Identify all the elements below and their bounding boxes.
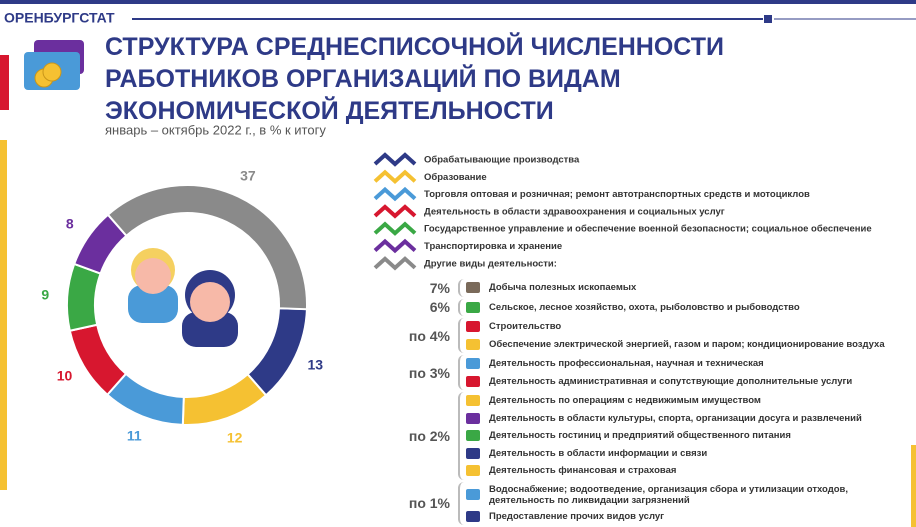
legend-label: Другие виды деятельности: (424, 258, 557, 269)
data-label: 8 (66, 215, 74, 231)
item-icon (466, 489, 480, 500)
group-items: Деятельность по операциям с недвижимым и… (458, 392, 862, 480)
data-label: 11 (127, 428, 142, 444)
breakdown-item: Сельское, лесное хозяйство, охота, рыбол… (466, 299, 800, 317)
breakdown-group: 7% Добыча полезных ископаемых (395, 279, 910, 297)
legend-swatch (373, 152, 417, 167)
breakdown-item: Водоснабжение; водоотведение, организаци… (466, 482, 871, 508)
breakdown-group: 6% Сельское, лесное хозяйство, охота, рыб… (395, 298, 910, 317)
item-label: Деятельность в области культуры, спорта,… (489, 412, 862, 424)
legend-swatch (373, 204, 417, 219)
side-bar (911, 445, 916, 527)
legend-label: Образование (424, 172, 487, 183)
folder-icon (24, 40, 84, 90)
item-icon (466, 395, 480, 407)
breakdown-group: по 2% Деятельность по операциям с недвижи… (395, 392, 910, 480)
top-bar (0, 0, 916, 4)
people-illustration (128, 248, 238, 347)
title-line: ЭКОНОМИЧЕСКОЙ ДЕЯТЕЛЬНОСТИ (105, 97, 554, 125)
item-label: Деятельность гостиниц и предприятий обще… (489, 430, 791, 442)
item-label: Водоснабжение; водоотведение, организаци… (489, 483, 849, 506)
item-label: Обеспечение электрической энергией, газо… (489, 338, 885, 350)
item-label: Строительство (489, 321, 562, 333)
subtitle: январь – октябрь 2022 г., в % к итогу (105, 122, 326, 137)
data-label: 12 (227, 429, 243, 445)
legend-label: Торговля оптовая и розничная; ремонт авт… (424, 189, 810, 200)
breakdown-item: Добыча полезных ископаемых (466, 279, 636, 297)
breakdown-group: по 4% Строительство Обеспечение электричес… (395, 318, 910, 353)
legend-swatch (373, 221, 417, 236)
legend-swatch (373, 256, 417, 271)
breakdown-item: Деятельность гостиниц и предприятий обще… (466, 427, 862, 445)
breakdown-item: Деятельность профессиональная, научная и… (466, 355, 852, 373)
item-label: Добыча полезных ископаемых (489, 282, 637, 294)
donut-segment (246, 307, 308, 397)
group-items: Сельское, лесное хозяйство, охота, рыбол… (458, 298, 800, 317)
header-square (764, 15, 772, 23)
title-line: СТРУКТУРА СРЕДНЕСПИСОЧНОЙ ЧИСЛЕННОСТИ (105, 33, 724, 61)
breakdown-item: Деятельность в области культуры, спорта,… (466, 410, 862, 428)
legend-swatch (373, 238, 417, 254)
group-share: по 4% (408, 327, 450, 344)
item-icon (466, 510, 480, 522)
title-line: РАБОТНИКОВ ОРГАНИЗАЦИЙ ПО ВИДАМ (105, 65, 621, 93)
item-icon (466, 465, 480, 477)
side-bar (0, 55, 9, 110)
group-items: Водоснабжение; водоотведение, организаци… (458, 481, 871, 526)
legend-swatch (373, 186, 417, 202)
data-label: 37 (240, 167, 256, 183)
org-name: ОРЕНБУРГСТАТ (4, 10, 115, 26)
group-items: Добыча полезных ископаемых (458, 279, 636, 297)
item-icon (466, 358, 480, 370)
breakdown-item: Деятельность административная и сопутств… (466, 373, 852, 391)
breakdown-item: Предоставление прочих видов услуг (466, 508, 871, 526)
item-label: Деятельность административная и сопутств… (489, 375, 853, 387)
breakdown-group: по 3% Деятельность профессиональная, науч… (395, 355, 910, 390)
group-items: Деятельность профессиональная, научная и… (458, 355, 852, 390)
group-items: Строительство Обеспечение электрической э… (458, 318, 885, 353)
legend-label: Транспортировка и хранение (424, 241, 562, 252)
data-label: 10 (57, 368, 73, 384)
donut-segment (66, 262, 102, 332)
group-share: 7% (429, 279, 450, 296)
group-share: по 3% (408, 364, 450, 381)
item-label: Предоставление прочих видов услуг (489, 510, 665, 522)
item-label: Деятельность по операциям с недвижимым и… (489, 395, 761, 407)
data-label: 13 (307, 357, 323, 373)
donut-segment (106, 184, 308, 311)
legend-label: Государственное управление и обеспечение… (424, 224, 872, 235)
group-share: по 2% (408, 427, 450, 444)
breakdown-item: Строительство (466, 318, 885, 336)
item-icon (466, 430, 480, 442)
item-label: Деятельность в области информации и связ… (489, 447, 708, 459)
breakdown-item: Обеспечение электрической энергией, газо… (466, 336, 885, 354)
breakdown-item: Деятельность финансовая и страховая (466, 462, 862, 480)
legend-swatch (373, 169, 417, 184)
item-label: Деятельность профессиональная, научная и… (489, 358, 764, 370)
item-icon (466, 321, 480, 333)
legend-label: Обрабатывающие производства (424, 155, 580, 166)
group-share: по 1% (408, 495, 450, 512)
side-bar (0, 140, 7, 490)
breakdown-item: Деятельность по операциям с недвижимым и… (466, 392, 862, 410)
item-icon (466, 301, 480, 313)
donut-segment (68, 323, 128, 397)
breakdown: 7% Добыча полезных ископаемых 6% Сельское, … (395, 279, 910, 527)
legend-label: Деятельность в области здравоохранения и… (424, 206, 725, 217)
item-icon (466, 375, 480, 387)
item-icon (466, 282, 480, 294)
item-icon (466, 338, 480, 350)
item-label: Сельское, лесное хозяйство, охота, рыбол… (489, 301, 800, 313)
item-label: Деятельность финансовая и страховая (489, 465, 677, 477)
data-label: 9 (41, 286, 49, 302)
item-icon (466, 412, 480, 424)
donut-segment (181, 372, 268, 426)
breakdown-item: Деятельность в области информации и связ… (466, 445, 862, 463)
item-icon (466, 447, 480, 459)
breakdown-group: по 1% Водоснабжение; водоотведение, орган… (395, 481, 910, 526)
group-share: 6% (429, 299, 450, 316)
